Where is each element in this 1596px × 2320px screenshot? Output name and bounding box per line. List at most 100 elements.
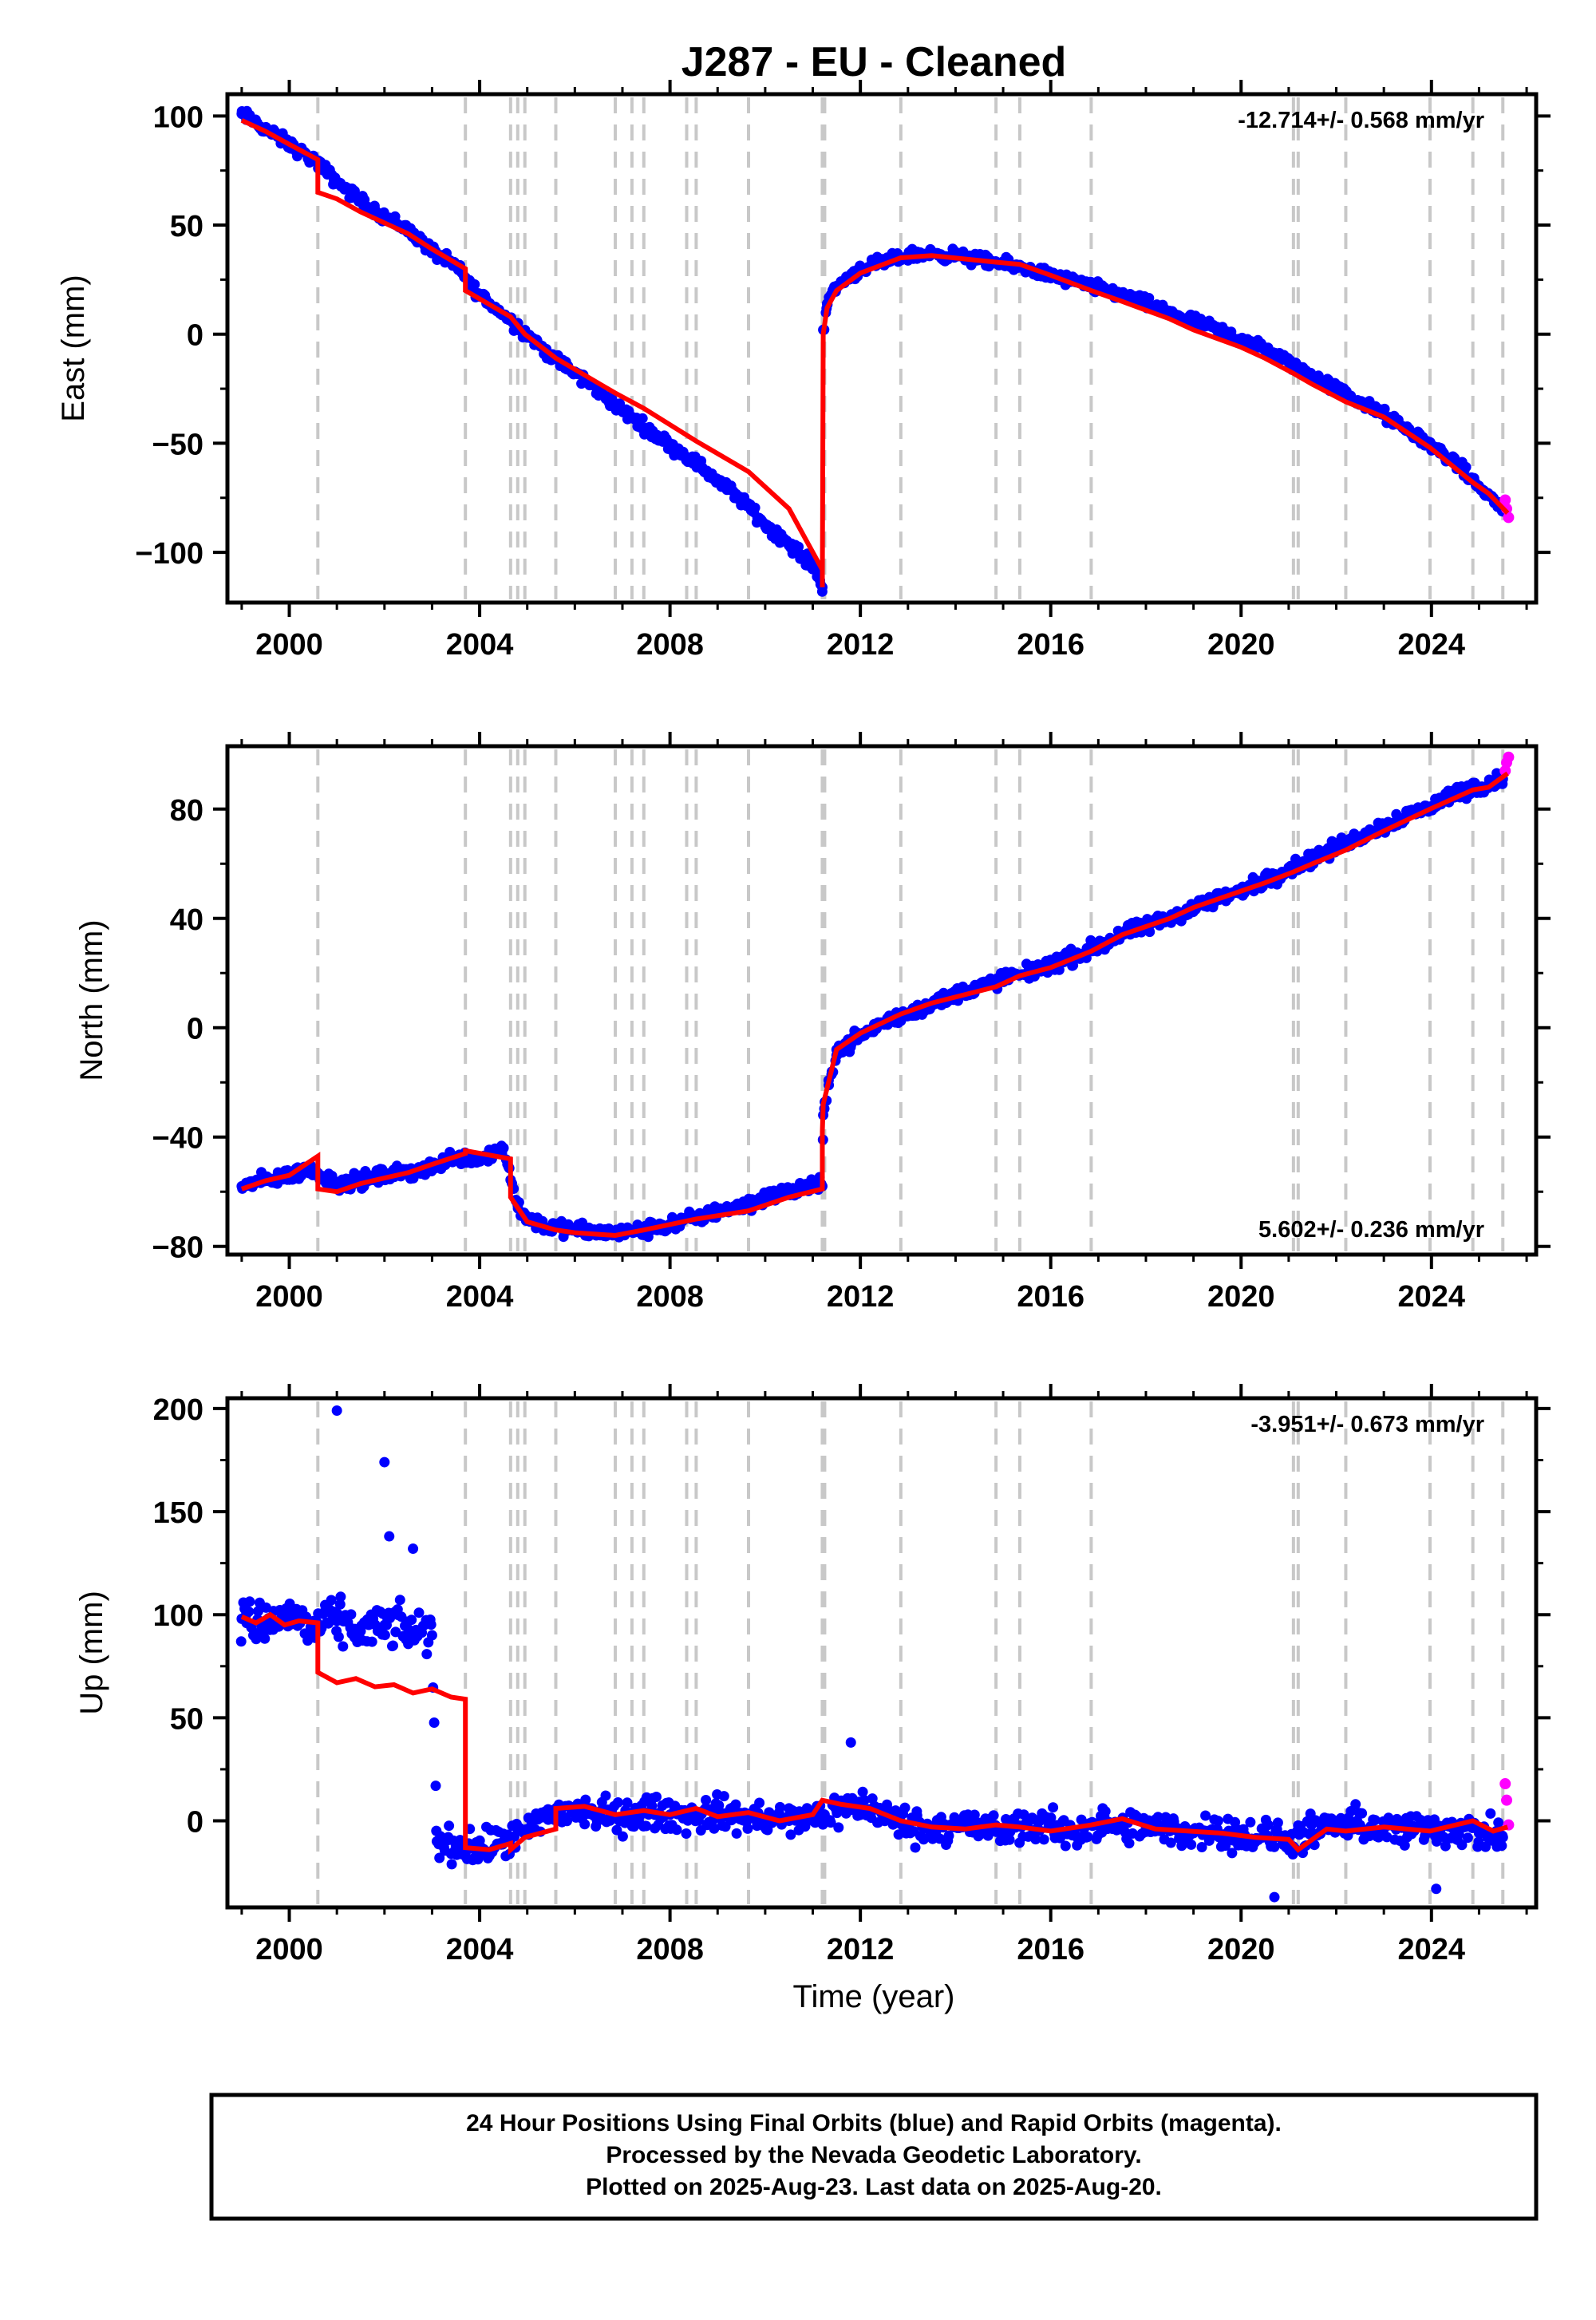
east-x-tick-label: 2024 <box>1398 628 1466 662</box>
north-y-axis-label: North (mm) <box>74 919 109 1081</box>
up-point <box>754 1797 765 1808</box>
up-point <box>1381 1832 1393 1843</box>
up-frame <box>225 1396 1539 1910</box>
figure-title: J287 - EU - Cleaned <box>681 39 1067 85</box>
up-point <box>641 1820 652 1832</box>
east-step-lines <box>316 97 1505 599</box>
up-point <box>1100 1806 1111 1817</box>
up-point <box>1480 1841 1491 1852</box>
north-point <box>1068 960 1079 971</box>
up-point <box>244 1596 255 1607</box>
up-point <box>408 1543 419 1555</box>
east-y-axis-label: East (mm) <box>56 275 91 421</box>
east-point <box>355 196 366 207</box>
east-y-tick-label: −100 <box>135 537 203 571</box>
east-x-tick-label: 2008 <box>636 628 704 662</box>
up-y-tick-label: 100 <box>153 1599 203 1633</box>
east-point <box>379 211 390 222</box>
up-point <box>800 1821 811 1832</box>
up-point <box>688 1811 699 1822</box>
up-point <box>701 1795 712 1805</box>
up-point <box>1004 1834 1015 1845</box>
up-point <box>969 1809 980 1820</box>
north-point <box>474 1153 485 1164</box>
up-point <box>434 1852 445 1864</box>
up-point <box>1160 1812 1171 1823</box>
east-point <box>1331 383 1341 394</box>
up-point <box>731 1828 742 1839</box>
up-model-line <box>240 1611 1509 1856</box>
up-point <box>388 1640 398 1651</box>
east-x-tick-label: 2000 <box>255 628 323 662</box>
up-point <box>431 1836 442 1847</box>
east-panel: 100 50 0 −50 −100 2000 2004 2008 2012 2016 2020 202… <box>56 80 1551 662</box>
east-point <box>1307 370 1318 381</box>
east-point <box>593 385 604 397</box>
up-point <box>1496 1840 1507 1852</box>
north-point <box>498 1142 509 1153</box>
up-point <box>1399 1840 1410 1851</box>
footer-box: 24 Hour Positions Using Final Orbits (bl… <box>209 2093 1539 2221</box>
east-x-tick-label: 2020 <box>1207 628 1275 662</box>
up-x-tick-label: 2012 <box>827 1933 895 1966</box>
east-point <box>641 422 652 433</box>
north-x-tick-label: 2012 <box>827 1280 895 1314</box>
up-point <box>825 1817 836 1828</box>
north-frame <box>225 744 1539 1257</box>
east-x-tick-label: 2016 <box>1017 628 1084 662</box>
up-point <box>379 1619 390 1630</box>
up-point <box>580 1794 591 1805</box>
up-point <box>421 1649 433 1660</box>
up-point <box>1493 1817 1504 1828</box>
up-point <box>413 1607 425 1618</box>
up-point <box>1227 1848 1238 1859</box>
up-point <box>1076 1814 1087 1825</box>
east-point <box>1116 290 1128 300</box>
up-point <box>253 1606 263 1617</box>
up-point <box>1473 1828 1484 1839</box>
east-rapid-point <box>1503 512 1515 524</box>
up-point <box>622 1797 633 1808</box>
up-point <box>718 1791 729 1802</box>
up-point <box>346 1609 357 1620</box>
up-point <box>334 1599 346 1610</box>
up-x-tick-label: 2000 <box>255 1933 323 1966</box>
east-point <box>637 413 648 424</box>
east-y-tick-label: −50 <box>152 428 203 461</box>
x-axis-label: Time (year) <box>793 1979 955 2014</box>
up-point <box>1116 1824 1128 1835</box>
up-point <box>1456 1840 1468 1851</box>
east-x-tick-label: 2004 <box>446 628 514 662</box>
up-point <box>1082 1832 1093 1843</box>
up-x-tick-label: 2004 <box>446 1933 514 1966</box>
up-point <box>326 1595 337 1606</box>
up-y-tick-label: 150 <box>153 1496 203 1530</box>
east-point <box>736 495 747 505</box>
up-point <box>260 1619 271 1630</box>
up-point <box>259 1633 271 1644</box>
up-point <box>899 1802 911 1813</box>
east-point <box>1188 315 1199 326</box>
up-point <box>1186 1839 1197 1850</box>
up-point <box>425 1619 437 1630</box>
up-point <box>910 1842 921 1853</box>
up-point <box>1212 1816 1223 1827</box>
north-rapid-points <box>1499 751 1515 777</box>
up-y-tick-label: 200 <box>153 1393 203 1427</box>
north-y-tick-label: −40 <box>152 1122 203 1156</box>
up-point <box>1038 1834 1049 1845</box>
up-point <box>1262 1820 1274 1831</box>
up-point <box>579 1819 591 1830</box>
east-final-points <box>236 105 1508 597</box>
up-point <box>384 1531 395 1542</box>
north-x-tick-label: 2024 <box>1398 1280 1466 1314</box>
up-point <box>1196 1842 1207 1852</box>
up-y-tick-label: 50 <box>170 1702 203 1736</box>
north-panel: 80 40 0 −40 −80 2000 2004 2008 2012 2016 2020 2024 N… <box>74 732 1551 1314</box>
up-point <box>1231 1823 1242 1834</box>
up-point <box>243 1606 255 1617</box>
footer-line-3: Plotted on 2025-Aug-23. Last data on 202… <box>586 2174 1162 2200</box>
up-point <box>1350 1799 1361 1810</box>
up-point <box>331 1615 342 1626</box>
